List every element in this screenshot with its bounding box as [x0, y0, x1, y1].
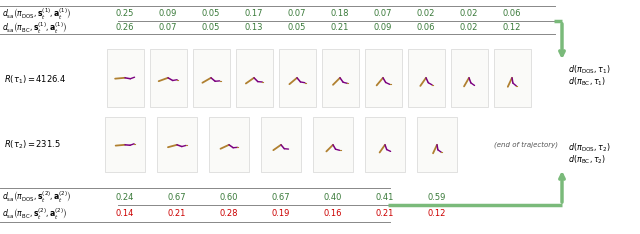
- Text: $d_{\mathrm{sa}}\left(\pi_{\mathrm{DOS}}, \mathbf{s}_t^{(2)}, \mathbf{a}_t^{(2)}: $d_{\mathrm{sa}}\left(\pi_{\mathrm{DOS}}…: [2, 189, 72, 205]
- Text: 0.26: 0.26: [116, 23, 134, 33]
- Text: 0.14: 0.14: [116, 209, 134, 219]
- Bar: [105, 117, 145, 172]
- Bar: [261, 117, 301, 172]
- Text: 0.07: 0.07: [374, 10, 392, 18]
- Text: 0.02: 0.02: [460, 23, 478, 33]
- Text: 0.41: 0.41: [376, 193, 394, 201]
- Text: $R(\tau_1) = 4126.4$: $R(\tau_1) = 4126.4$: [4, 74, 67, 86]
- Text: (end of trajectory): (end of trajectory): [494, 142, 558, 148]
- Text: 0.02: 0.02: [417, 10, 435, 18]
- Text: 0.21: 0.21: [168, 209, 186, 219]
- Bar: [494, 49, 531, 107]
- Text: 0.59: 0.59: [428, 193, 446, 201]
- Text: 0.21: 0.21: [331, 23, 349, 33]
- Text: $d_{\mathrm{sa}}\left(\pi_{\mathrm{BC}}, \mathbf{s}_t^{(1)}, \mathbf{a}_t^{(1)}\: $d_{\mathrm{sa}}\left(\pi_{\mathrm{BC}},…: [2, 20, 67, 36]
- Text: 0.09: 0.09: [374, 23, 392, 33]
- Text: $d\left(\pi_{\mathrm{BC}}, \tau_2\right)$: $d\left(\pi_{\mathrm{BC}}, \tau_2\right)…: [568, 154, 606, 166]
- Text: $R(\tau_2) = 231.5$: $R(\tau_2) = 231.5$: [4, 139, 61, 151]
- Bar: [365, 117, 405, 172]
- Text: $d\left(\pi_{\mathrm{BC}}, \tau_1\right)$: $d\left(\pi_{\mathrm{BC}}, \tau_1\right)…: [568, 76, 606, 88]
- Bar: [408, 49, 445, 107]
- Bar: [209, 117, 249, 172]
- Bar: [157, 117, 197, 172]
- Bar: [313, 117, 353, 172]
- Bar: [365, 49, 402, 107]
- Text: 0.05: 0.05: [202, 23, 220, 33]
- Text: 0.06: 0.06: [503, 10, 521, 18]
- Bar: [451, 49, 488, 107]
- Text: 0.67: 0.67: [272, 193, 291, 201]
- Text: $d\left(\pi_{\mathrm{DOS}}, \tau_1\right)$: $d\left(\pi_{\mathrm{DOS}}, \tau_1\right…: [568, 64, 611, 76]
- Text: 0.12: 0.12: [503, 23, 521, 33]
- Text: 0.05: 0.05: [202, 10, 220, 18]
- Text: 0.67: 0.67: [168, 193, 186, 201]
- Text: 0.18: 0.18: [331, 10, 349, 18]
- Text: 0.07: 0.07: [159, 23, 177, 33]
- Text: 0.07: 0.07: [288, 10, 307, 18]
- Text: $d_{\mathrm{sa}}\left(\pi_{\mathrm{BC}}, \mathbf{s}_t^{(2)}, \mathbf{a}_t^{(2)}\: $d_{\mathrm{sa}}\left(\pi_{\mathrm{BC}},…: [2, 206, 67, 222]
- Text: 0.40: 0.40: [324, 193, 342, 201]
- Text: 0.12: 0.12: [428, 209, 446, 219]
- Bar: [236, 49, 273, 107]
- Bar: [107, 49, 144, 107]
- Bar: [279, 49, 316, 107]
- Text: $d\left(\pi_{\mathrm{DOS}}, \tau_2\right)$: $d\left(\pi_{\mathrm{DOS}}, \tau_2\right…: [568, 142, 611, 154]
- Text: 0.24: 0.24: [116, 193, 134, 201]
- Text: 0.28: 0.28: [220, 209, 238, 219]
- Bar: [322, 49, 359, 107]
- Bar: [150, 49, 187, 107]
- Bar: [417, 117, 457, 172]
- Text: 0.06: 0.06: [417, 23, 435, 33]
- Bar: [193, 49, 230, 107]
- Text: 0.60: 0.60: [220, 193, 238, 201]
- Text: 0.21: 0.21: [376, 209, 394, 219]
- Text: 0.19: 0.19: [272, 209, 290, 219]
- Text: 0.13: 0.13: [244, 23, 263, 33]
- Text: 0.16: 0.16: [324, 209, 342, 219]
- Text: 0.09: 0.09: [159, 10, 177, 18]
- Text: 0.05: 0.05: [288, 23, 306, 33]
- Text: 0.17: 0.17: [244, 10, 263, 18]
- Text: 0.02: 0.02: [460, 10, 478, 18]
- Text: 0.25: 0.25: [116, 10, 134, 18]
- Text: $d_{\mathrm{sa}}\left(\pi_{\mathrm{DOS}}, \mathbf{s}_t^{(1)}, \mathbf{a}_t^{(1)}: $d_{\mathrm{sa}}\left(\pi_{\mathrm{DOS}}…: [2, 6, 72, 22]
